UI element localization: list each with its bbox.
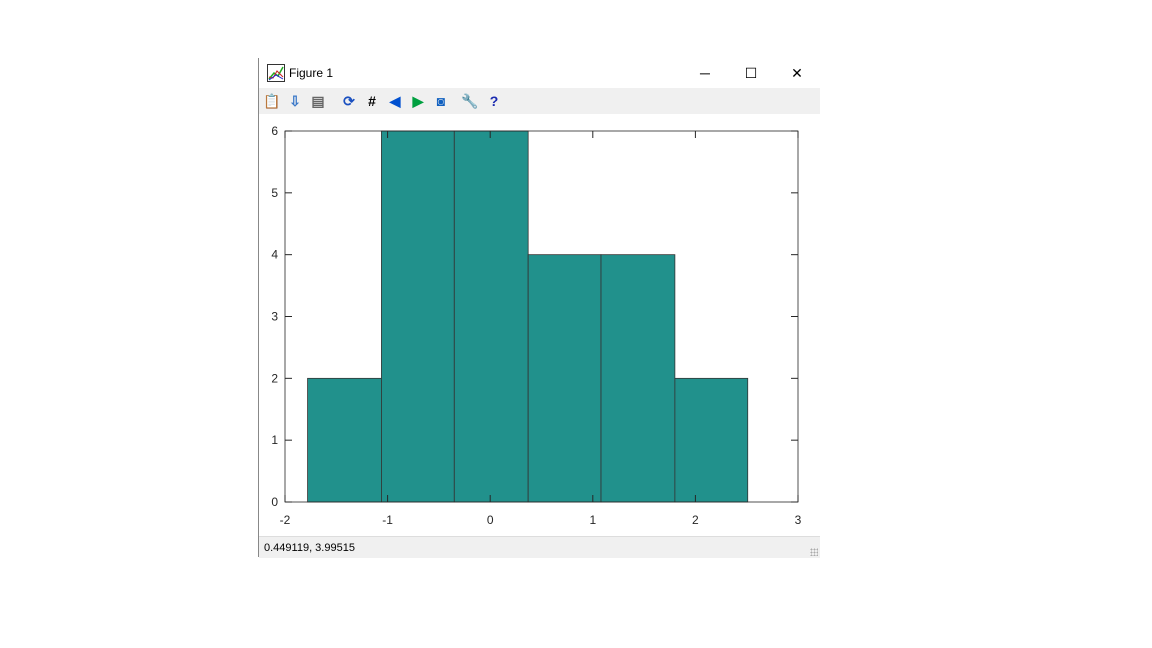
figure-window: Figure 1 ─ ☐ ✕ 📋 ⇩ ▤ ⟳ # ◀ ▶ ◙ 🔧? -2 -1 0 1 2 3 0 1 2 3 4 5… — [258, 58, 820, 558]
y-tick-label: 2 — [271, 371, 278, 385]
histogram-bar — [674, 377, 749, 503]
settings-wrench-icon: 🔧 — [461, 92, 479, 109]
figure-app-icon — [267, 64, 285, 82]
x-tick-label: -2 — [280, 513, 291, 527]
copy-clipboard-button[interactable]: 📋 — [263, 92, 281, 110]
save-button[interactable]: ⇩ — [286, 92, 304, 110]
toolbar: 📋 ⇩ ▤ ⟳ # ◀ ▶ ◙ 🔧? — [259, 88, 820, 114]
x-tick-label: 3 — [795, 513, 802, 527]
y-tick-label: 6 — [271, 124, 278, 138]
y-tick-label: 1 — [271, 433, 278, 447]
maximize-button[interactable]: ☐ — [744, 64, 758, 81]
status-bar: 0.449119, 3.99515 — [259, 536, 820, 558]
plot-area[interactable]: -2 -1 0 1 2 3 0 1 2 3 4 5 6 — [259, 114, 820, 536]
autoscale-button[interactable]: ◙ — [432, 92, 450, 110]
refresh-icon: ⟳ — [343, 92, 355, 109]
y-tick-label: 3 — [271, 310, 278, 324]
histogram-chart: -2 -1 0 1 2 3 0 1 2 3 4 5 6 — [271, 124, 802, 527]
print-icon: ▤ — [311, 92, 325, 109]
y-tick-label: 5 — [271, 186, 278, 200]
resize-grip[interactable] — [810, 548, 818, 556]
close-button[interactable]: ✕ — [791, 64, 803, 81]
x-tick-label: -1 — [382, 513, 393, 527]
minimize-button[interactable]: ─ — [700, 65, 710, 81]
y-tick-label: 0 — [271, 495, 278, 509]
save-icon: ⇩ — [289, 92, 301, 109]
grid-button[interactable]: # — [363, 92, 381, 110]
refresh-button[interactable]: ⟳ — [340, 92, 358, 110]
grid-icon: # — [368, 93, 376, 109]
settings-wrench-button[interactable]: 🔧 — [461, 92, 479, 110]
help-button[interactable]: ? — [485, 92, 503, 110]
histogram-bar — [453, 130, 529, 503]
histogram-bar — [307, 377, 382, 503]
zoom-in-button[interactable]: ▶ — [409, 92, 427, 110]
copy-clipboard-icon: 📋 — [263, 92, 281, 109]
zoom-out-button[interactable]: ◀ — [386, 92, 404, 110]
histogram-bar — [527, 254, 602, 503]
window-title: Figure 1 — [289, 66, 334, 80]
help-icon: ? — [489, 93, 499, 109]
x-tick-label: 1 — [589, 513, 596, 527]
zoom-in-icon: ▶ — [412, 92, 424, 109]
histogram-bar — [381, 130, 455, 503]
y-tick-label: 4 — [271, 248, 278, 262]
histogram-bar — [600, 254, 676, 503]
print-button[interactable]: ▤ — [309, 92, 327, 110]
cursor-coordinates: 0.449119, 3.99515 — [264, 542, 355, 554]
x-tick-label: 2 — [692, 513, 699, 527]
zoom-out-icon: ◀ — [389, 92, 401, 109]
title-bar[interactable]: Figure 1 ─ ☐ ✕ — [259, 58, 820, 88]
x-tick-label: 0 — [487, 513, 494, 527]
autoscale-icon: ◙ — [436, 93, 446, 109]
